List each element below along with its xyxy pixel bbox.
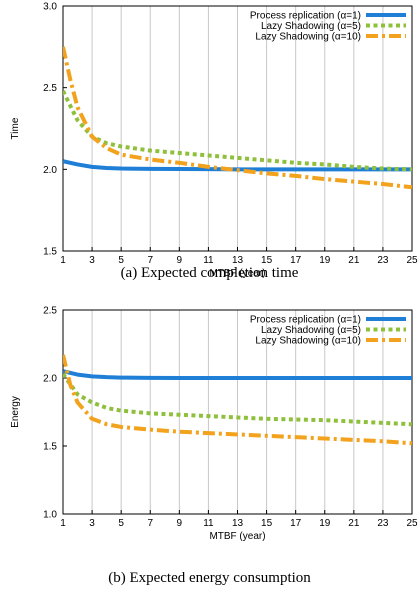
x-tick-label: 1 [60,518,66,529]
x-tick-label: 9 [177,255,183,266]
x-tick-label: 7 [147,518,153,529]
x-tick-label: 23 [377,255,389,266]
y-tick-label: 2.5 [43,83,57,94]
x-tick-label: 7 [147,255,153,266]
x-tick-label: 13 [232,518,244,529]
x-tick-label: 15 [261,255,273,266]
series-line-0 [63,159,412,172]
y-tick-label: 2.5 [43,306,57,317]
legend-label-0: Process replication (α=1) [250,315,361,326]
y-axis-label: Time [10,117,21,139]
x-tick-label: 21 [348,255,360,266]
y-tick-label: 3.0 [43,2,57,13]
x-tick-label: 11 [203,255,214,266]
legend-label-1: Lazy Shadowing (α=5) [261,325,361,336]
x-tick-label: 25 [406,518,418,529]
x-tick-label: 11 [203,518,214,529]
x-tick-label: 19 [319,518,331,529]
legend-label-1: Lazy Shadowing (α=5) [261,21,361,32]
figure-caption: (b) Expected energy consumption [108,570,311,586]
x-tick-label: 17 [290,255,302,266]
legend-label-2: Lazy Shadowing (α=10) [255,336,361,347]
y-tick-label: 1.5 [43,247,57,258]
x-tick-label: 15 [261,518,273,529]
y-tick-label: 2.0 [43,165,57,176]
x-tick-label: 21 [348,518,360,529]
x-axis-label: MTBF (year) [209,268,265,279]
figure-caption: (a) Expected completion time [121,265,299,281]
x-tick-label: 5 [118,255,124,266]
x-tick-label: 5 [118,518,124,529]
y-tick-label: 1.0 [43,510,57,521]
y-tick-label: 2.0 [43,374,57,385]
y-axis-label: Energy [10,396,21,428]
series-line-2 [63,46,412,190]
legend-label-2: Lazy Shadowing (α=10) [255,32,361,43]
series-line-0 [63,369,412,380]
series-line-1 [63,90,412,172]
x-tick-label: 19 [319,255,331,266]
x-tick-label: 23 [377,518,389,529]
x-tick-label: 3 [89,518,95,529]
x-tick-label: 25 [406,255,418,266]
x-tick-label: 3 [89,255,95,266]
x-axis-label: MTBF (year) [209,531,265,542]
x-tick-label: 13 [232,255,244,266]
x-tick-label: 1 [60,255,66,266]
x-tick-label: 17 [290,518,302,529]
series-line-1 [63,372,412,427]
x-tick-label: 9 [177,518,183,529]
y-tick-label: 1.5 [43,442,57,453]
legend-label-0: Process replication (α=1) [250,11,361,22]
